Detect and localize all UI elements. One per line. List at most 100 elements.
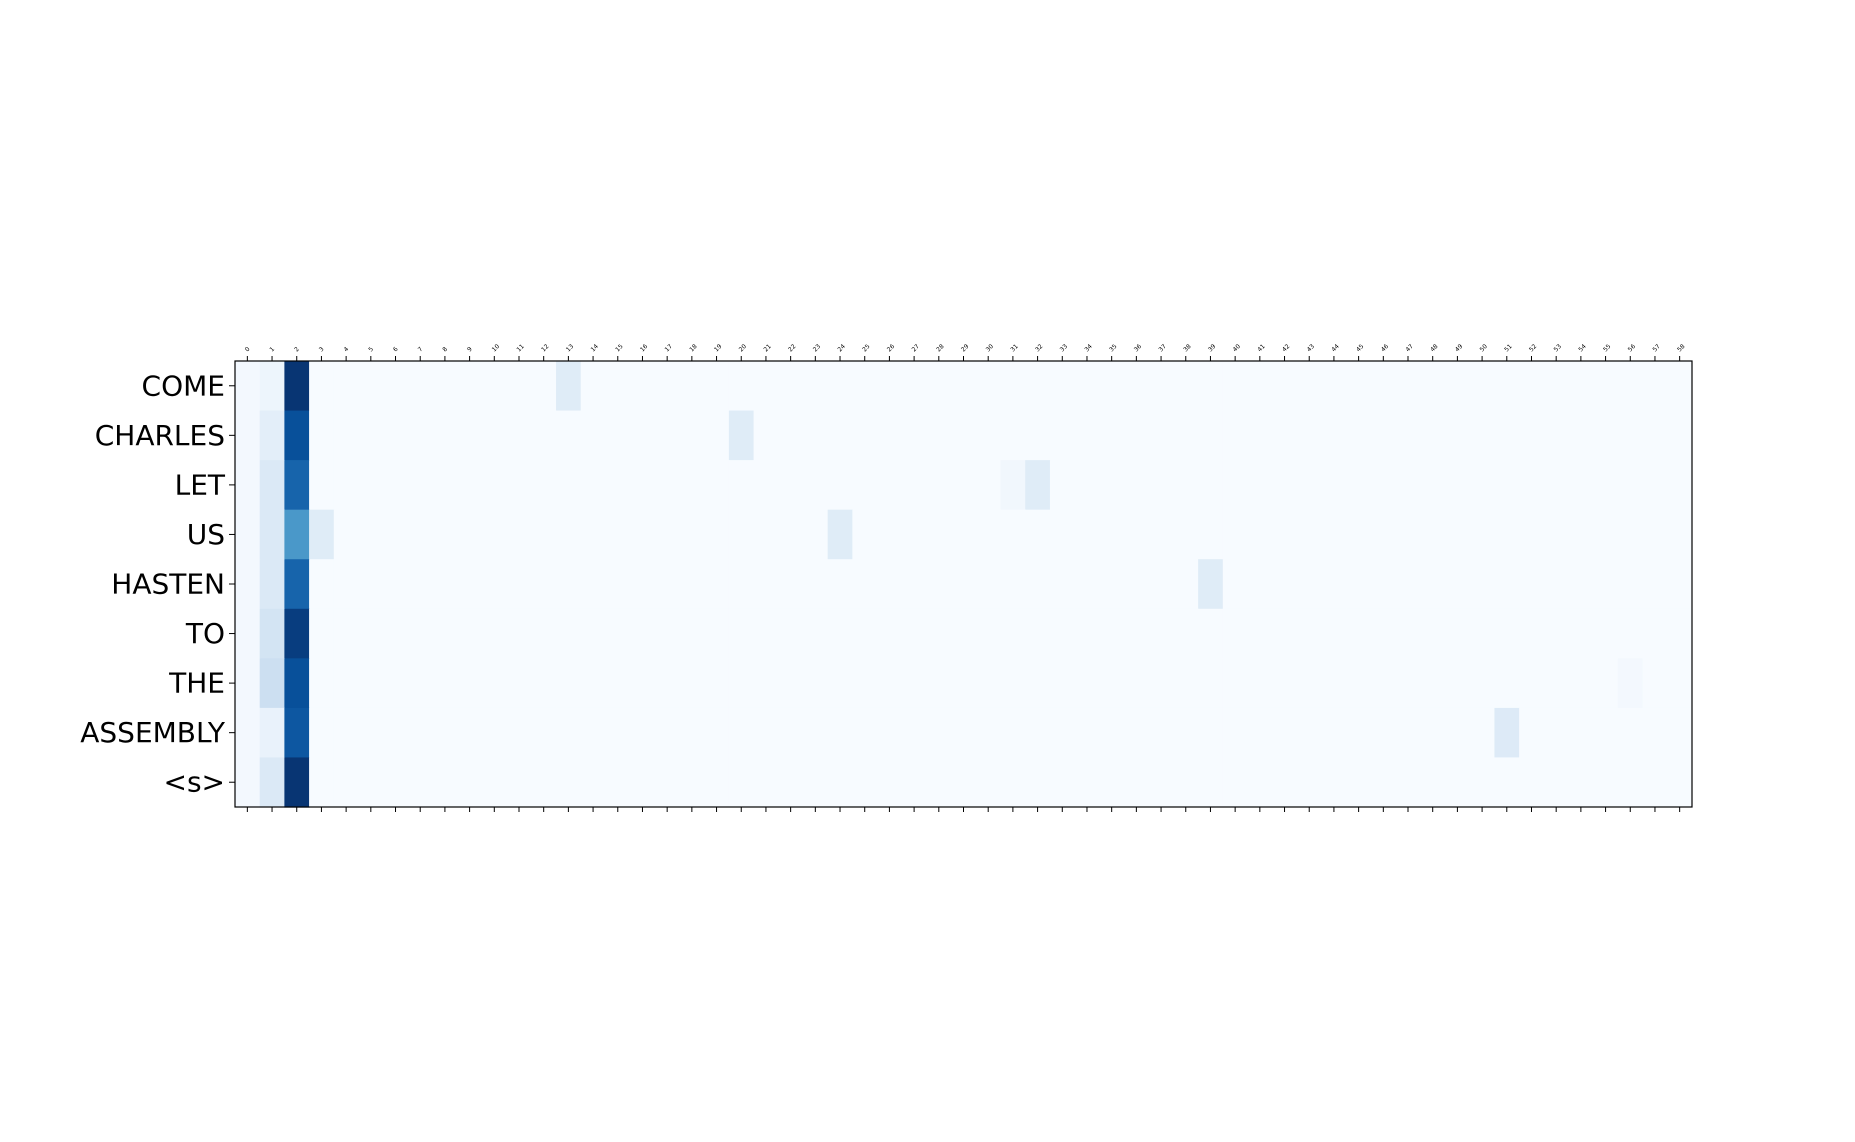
heatmap-cell (506, 707, 532, 759)
heatmap-cell (827, 757, 853, 808)
heatmap-cell (358, 410, 384, 461)
heatmap-cell (1370, 707, 1397, 759)
heatmap-cell (852, 608, 878, 659)
heatmap-cell (1222, 707, 1249, 759)
heatmap-cell (1124, 559, 1150, 610)
heatmap-cell (778, 707, 804, 759)
heatmap-cell (1519, 707, 1545, 759)
heatmap-cell (432, 361, 458, 412)
heatmap-cell (1346, 707, 1372, 759)
heatmap-cell (1543, 707, 1570, 759)
x-tick-label: 39 (1207, 343, 1217, 353)
heatmap-cell (926, 509, 952, 560)
heatmap-cell (531, 509, 557, 560)
heatmap-cell (1296, 460, 1323, 511)
heatmap-cell (1099, 460, 1125, 511)
heatmap-cell (580, 559, 607, 610)
heatmap-cell (407, 757, 434, 808)
heatmap-cell (630, 361, 656, 412)
heatmap-cell (1321, 757, 1347, 808)
heatmap-cell (407, 608, 434, 659)
heatmap-cell (1321, 410, 1347, 461)
heatmap-cell (827, 410, 853, 461)
heatmap-cell (901, 559, 928, 610)
heatmap-cell (802, 608, 829, 659)
x-tick-label: 34 (1083, 343, 1093, 353)
heatmap-cell (1049, 707, 1076, 759)
heatmap-cell (1543, 361, 1570, 412)
heatmap-cell (926, 410, 952, 461)
heatmap-cell (1099, 410, 1125, 461)
heatmap-cell (1420, 410, 1446, 461)
heatmap-cell (531, 410, 557, 461)
heatmap-cell (852, 509, 878, 560)
heatmap-cell (481, 707, 508, 759)
heatmap-cell (1494, 460, 1520, 511)
heatmap-cell (753, 509, 779, 560)
heatmap-cell (1025, 658, 1051, 709)
heatmap-cell (1321, 460, 1347, 511)
heatmap-cell (654, 361, 681, 412)
heatmap-cell (802, 410, 829, 461)
heatmap-cell (1173, 509, 1199, 560)
heatmap-cell (309, 460, 335, 511)
heatmap-cell (457, 509, 483, 560)
heatmap-cell (1321, 608, 1347, 659)
x-tick-label: 44 (1330, 343, 1340, 353)
heatmap-cell (1593, 658, 1619, 709)
x-tick-label: 36 (1133, 343, 1143, 353)
heatmap-cell (1074, 509, 1100, 560)
heatmap-cell (1074, 361, 1100, 412)
heatmap-cell (1395, 509, 1421, 560)
x-tick-label: 52 (1528, 343, 1538, 353)
heatmap-cell (679, 707, 705, 759)
heatmap-cell (1568, 361, 1594, 412)
heatmap-cell (309, 410, 335, 461)
heatmap-cell (877, 361, 903, 412)
heatmap-cell (383, 658, 409, 709)
heatmap-cell (259, 757, 285, 808)
heatmap-cell (877, 658, 903, 709)
heatmap-cell (1667, 509, 1693, 560)
heatmap-cell (605, 410, 631, 461)
heatmap-cell (1025, 559, 1051, 610)
heatmap-cell (1148, 707, 1174, 759)
heatmap-cell (1000, 460, 1026, 511)
heatmap-cell (235, 658, 261, 709)
x-tick-label: 15 (614, 343, 624, 353)
heatmap-cell (728, 608, 755, 659)
heatmap-cell (1370, 608, 1397, 659)
heatmap-cell (481, 559, 508, 610)
heatmap-cell (1642, 757, 1668, 808)
heatmap-cell (1049, 410, 1076, 461)
heatmap-cell (531, 658, 557, 709)
x-tick-label: 38 (1182, 343, 1192, 353)
heatmap-cell (1519, 460, 1545, 511)
heatmap-cell (1321, 658, 1347, 709)
heatmap-cell (1519, 658, 1545, 709)
heatmap-cell (1321, 361, 1347, 412)
heatmap-cell (358, 361, 384, 412)
heatmap-cell (235, 410, 261, 461)
heatmap-cell (556, 608, 582, 659)
heatmap-cell (1198, 460, 1224, 511)
y-axis-ticks: COME CHARLES LET US HASTEN TO THE ASSEMBLY <s> (80, 369, 235, 799)
heatmap-cell (975, 757, 1002, 808)
heatmap-cell (1420, 608, 1446, 659)
heatmap-cell (1617, 361, 1644, 412)
heatmap-cell (1000, 757, 1026, 808)
heatmap-cell (728, 559, 755, 610)
heatmap-cell (1370, 757, 1397, 808)
heatmap-cell (481, 757, 508, 808)
heatmap-cell (1519, 608, 1545, 659)
heatmap-cell (1346, 608, 1372, 659)
heatmap-cell (1198, 757, 1224, 808)
heatmap-cell (1445, 559, 1471, 610)
heatmap-cell (531, 707, 557, 759)
heatmap-cell (259, 608, 285, 659)
heatmap-cell (1395, 361, 1421, 412)
heatmap-cell (1617, 757, 1644, 808)
heatmap-cell (1124, 757, 1150, 808)
heatmap-cell (704, 559, 730, 610)
heatmap-cell (1568, 608, 1594, 659)
